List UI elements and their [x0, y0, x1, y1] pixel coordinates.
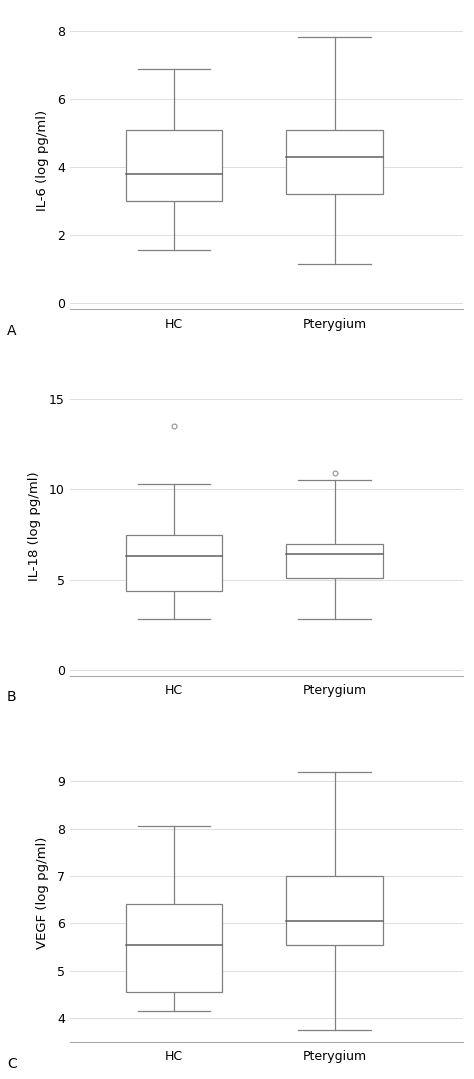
Bar — [286, 129, 383, 194]
Y-axis label: IL-6 (log pg/ml): IL-6 (log pg/ml) — [36, 110, 49, 210]
Bar — [286, 544, 383, 578]
Text: A: A — [7, 325, 17, 339]
Text: B: B — [7, 691, 17, 705]
Y-axis label: IL-18 (log pg/ml): IL-18 (log pg/ml) — [28, 472, 41, 582]
Bar — [286, 876, 383, 944]
Text: C: C — [7, 1056, 17, 1070]
Bar — [126, 129, 222, 201]
Y-axis label: VEGF (log pg/ml): VEGF (log pg/ml) — [36, 836, 49, 948]
Bar — [126, 534, 222, 590]
Bar — [126, 904, 222, 992]
